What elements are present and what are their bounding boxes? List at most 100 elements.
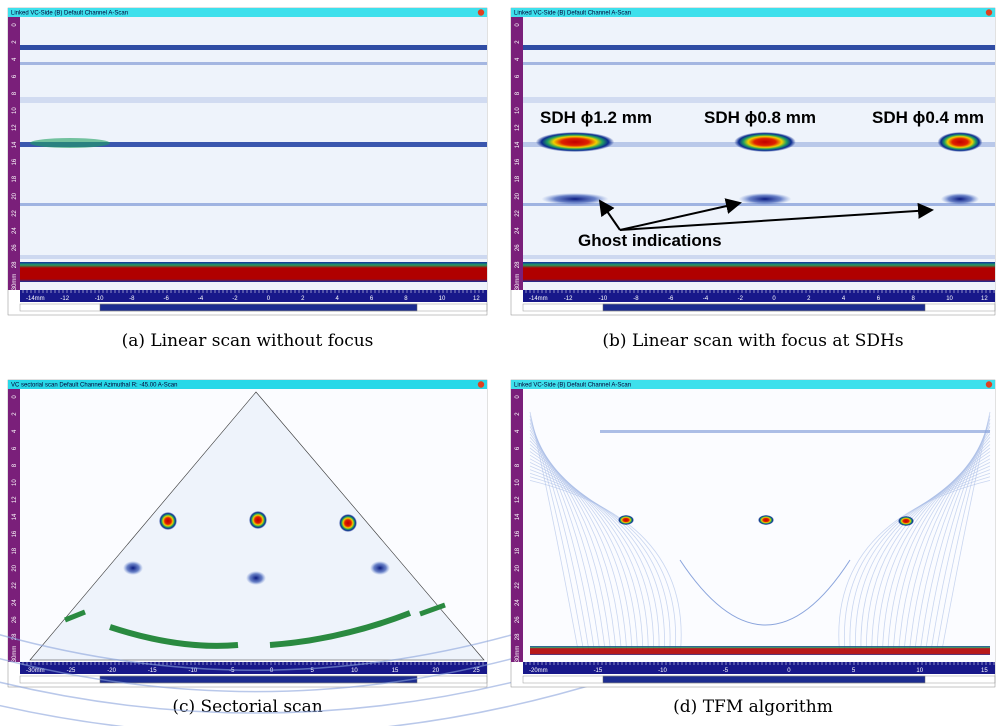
y-tick-label: 14	[12, 141, 18, 148]
backwall-echo	[20, 262, 487, 282]
y-tick-label: 12	[12, 124, 18, 131]
y-tick-label: 26	[12, 616, 18, 623]
x-tick-label: -2	[738, 296, 744, 302]
y-tick-label: 20	[515, 192, 521, 199]
caption: (d) TFM algorithm	[673, 697, 833, 717]
y-tick-label: 24	[12, 599, 18, 606]
y-tick-label: 22	[12, 209, 18, 216]
backwall-echo	[530, 646, 990, 655]
y-tick-label: 12	[12, 496, 18, 503]
x-tick-label: -15	[594, 668, 603, 674]
close-icon	[986, 381, 992, 387]
y-tick-label: 10	[12, 479, 18, 486]
y-tick-label: 10	[515, 107, 521, 114]
y-tick-label: 26	[12, 244, 18, 251]
panel-title: Linked VC-Side (B) Default Channel A-Sca…	[11, 11, 128, 17]
ghost-echo	[370, 561, 390, 575]
y-tick-label: 18	[515, 175, 521, 182]
x-tick-label: -10	[599, 296, 608, 302]
sdh-echo	[249, 511, 267, 529]
sdh-echo	[938, 132, 983, 152]
y-tick-label: 22	[515, 209, 521, 216]
scrollbar	[100, 676, 417, 683]
y-tick-label: 18	[515, 547, 521, 554]
x-tick-label: -6	[164, 296, 170, 302]
x-tick-label: -8	[633, 296, 639, 302]
echo-band	[523, 62, 995, 65]
panel-title: Linked VC-Side (B) Default Channel A-Sca…	[514, 383, 631, 389]
x-tick-label: -20	[107, 668, 116, 674]
ghost-echo	[739, 193, 792, 205]
echo-band	[20, 97, 487, 103]
y-tick-label: 14	[12, 513, 18, 520]
scan-panel: Linked VC-Side (B) Default Channel A-Sca…	[8, 8, 487, 351]
echo-band	[20, 203, 487, 206]
echo-spot	[30, 138, 110, 148]
y-tick-label: 22	[12, 581, 18, 588]
x-tick-label: -5	[723, 668, 729, 674]
x-tick-label: 20	[432, 668, 439, 674]
echo-band	[523, 255, 995, 259]
echo-band	[20, 45, 487, 50]
ghost-label: Ghost indications	[578, 231, 722, 250]
caption: (b) Linear scan with focus at SDHs	[602, 331, 903, 351]
y-tick-label: 20	[515, 564, 521, 571]
x-tick-label: 12	[981, 296, 988, 302]
scan-panel: Linked VC-Side (B) Default Channel A-Sca…	[511, 380, 995, 717]
caption: (a) Linear scan without focus	[122, 331, 374, 351]
y-tick-label: 30mm	[515, 646, 521, 663]
y-tick-label: 24	[12, 227, 18, 234]
x-tick-label: 15	[392, 668, 399, 674]
scan-image	[523, 389, 995, 662]
echo-band	[523, 45, 995, 50]
panel-title: VC sectorial scan Default Channel Azimut…	[11, 383, 177, 389]
x-tick-label: 10	[439, 296, 446, 302]
y-tick-label: 18	[12, 547, 18, 554]
y-tick-label: 16	[515, 158, 521, 165]
y-tick-label: 22	[515, 581, 521, 588]
bottom-ruler	[20, 662, 487, 674]
sdh-echo	[898, 516, 914, 526]
sdh-echo	[758, 515, 774, 525]
echo-band	[600, 430, 990, 433]
echo-band	[20, 62, 487, 65]
echo-band	[523, 97, 995, 103]
x-tick-label: -8	[129, 296, 135, 302]
x-tick-label: -4	[198, 296, 204, 302]
scrollbar	[100, 304, 417, 311]
sdh-label: SDH ϕ0.8 mm	[704, 108, 816, 127]
y-tick-label: 20	[12, 192, 18, 199]
x-tick-label: 25	[473, 668, 480, 674]
y-tick-label: 28	[515, 633, 521, 640]
y-tick-label: 14	[515, 141, 521, 148]
x-tick-label: 10	[946, 296, 953, 302]
scan-image	[20, 17, 487, 290]
sdh-label: SDH ϕ1.2 mm	[540, 108, 652, 127]
x-tick-label: -12	[564, 296, 573, 302]
y-tick-label: 30mm	[515, 274, 521, 291]
ghost-echo	[246, 571, 266, 585]
echo-band	[20, 255, 487, 259]
y-tick-label: 12	[515, 124, 521, 131]
y-tick-label: 18	[12, 175, 18, 182]
x-tick-label: 12	[473, 296, 480, 302]
scrollbar	[603, 304, 925, 311]
panel-title: Linked VC-Side (B) Default Channel A-Sca…	[514, 11, 631, 17]
backwall-echo	[523, 262, 995, 282]
sdh-echo	[339, 514, 357, 532]
x-tick-label: -14mm	[26, 296, 45, 302]
y-tick-label: 16	[12, 158, 18, 165]
x-tick-label: -5	[229, 668, 235, 674]
y-tick-label: 26	[515, 244, 521, 251]
ghost-echo	[541, 193, 608, 205]
x-tick-label: -12	[60, 296, 69, 302]
y-tick-label: 28	[515, 261, 521, 268]
y-tick-label: 24	[515, 227, 521, 234]
y-tick-label: 30mm	[12, 646, 18, 663]
y-tick-label: 30mm	[12, 274, 18, 291]
y-tick-label: 16	[12, 530, 18, 537]
y-tick-label: 10	[515, 479, 521, 486]
caption: (c) Sectorial scan	[172, 697, 322, 717]
scrollbar	[603, 676, 925, 683]
x-tick-label: 15	[981, 668, 988, 674]
